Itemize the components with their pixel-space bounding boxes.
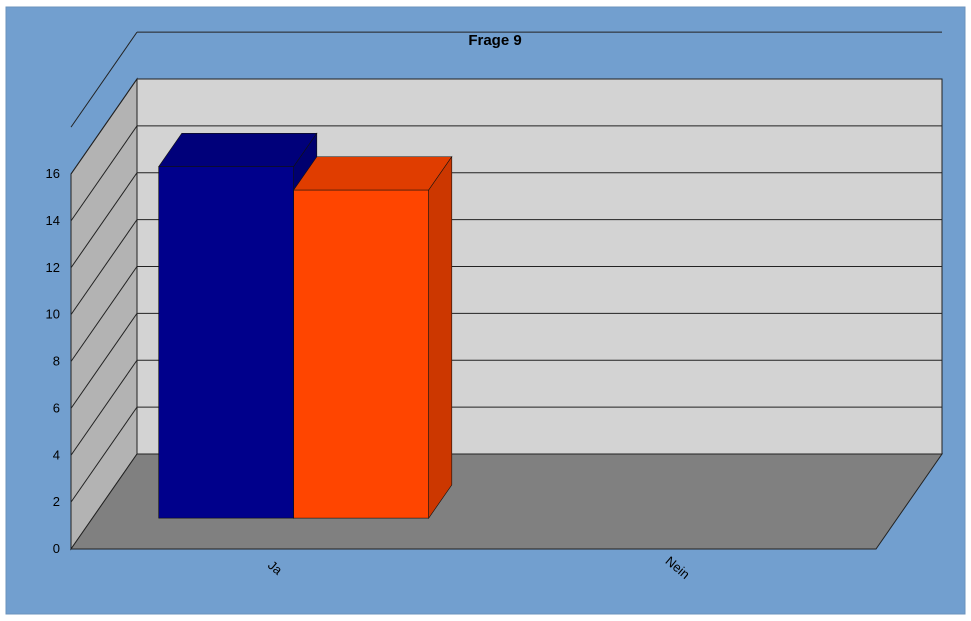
y-tick-label: 6 xyxy=(53,400,60,415)
y-tick-label: 14 xyxy=(46,213,60,228)
y-axis: 0 2 4 6 8 10 12 14 16 xyxy=(46,166,60,556)
bar-top xyxy=(293,156,453,191)
gridline xyxy=(70,31,138,128)
gridline xyxy=(70,359,138,456)
gridline xyxy=(70,406,138,503)
y-tick-label: 12 xyxy=(46,260,60,275)
gridline xyxy=(70,78,138,175)
gridline xyxy=(70,172,138,269)
bar-front xyxy=(293,189,430,519)
y-tick-label: 16 xyxy=(46,166,60,181)
y-tick-label: 0 xyxy=(53,541,60,556)
bar-top xyxy=(158,133,318,167)
bars xyxy=(158,132,453,520)
chart-title: Frage 9 xyxy=(468,32,521,49)
gridline xyxy=(70,266,138,362)
gridline xyxy=(70,313,138,409)
y-tick-label: 4 xyxy=(53,447,60,462)
bar-front xyxy=(158,166,294,519)
y-tick-label: 2 xyxy=(53,494,60,509)
y-tick-label: 10 xyxy=(46,307,60,322)
bar-side xyxy=(428,155,453,520)
y-tick-label: 8 xyxy=(53,354,60,369)
gridline xyxy=(70,125,138,222)
gridline xyxy=(70,219,138,315)
